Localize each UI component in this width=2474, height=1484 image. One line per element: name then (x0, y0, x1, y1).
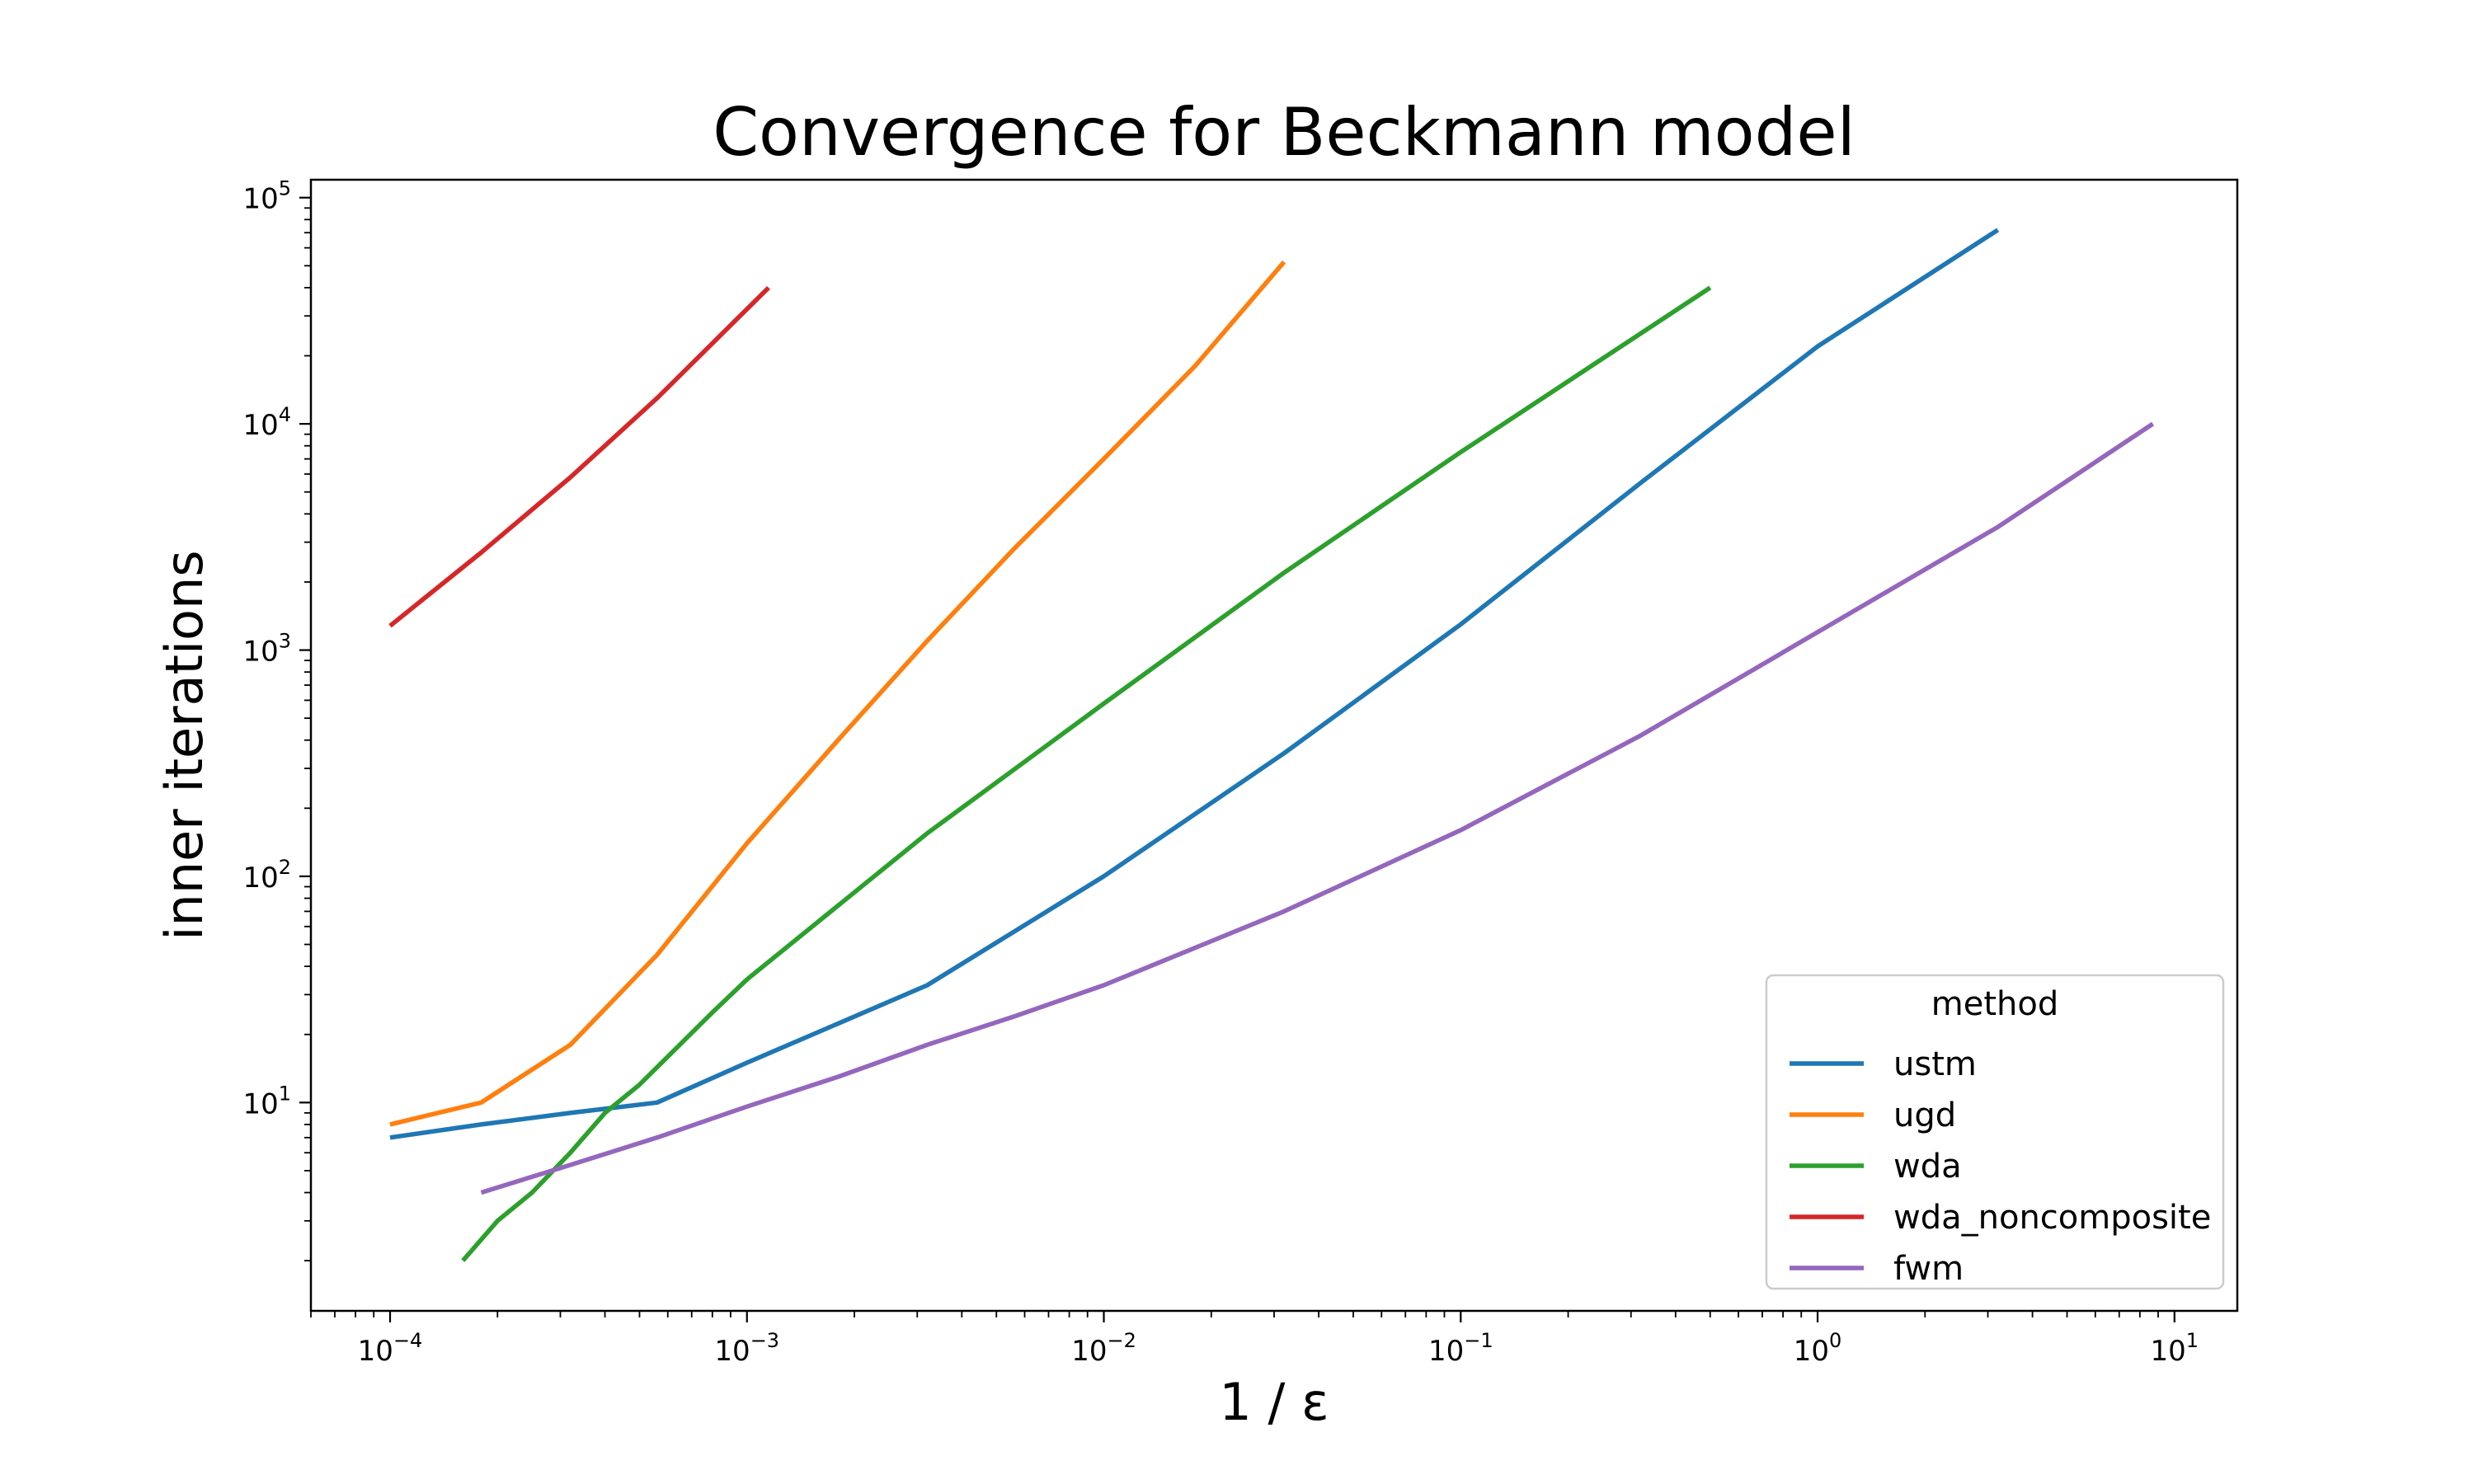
legend-label-wda: wda (1893, 1148, 1962, 1186)
legend-label-fwm: fwm (1893, 1250, 1964, 1288)
chart-title: Convergence for Beckmann model (713, 94, 1856, 171)
y-axis-label: inner iterations (154, 550, 214, 940)
series-line-wda (461, 285, 1712, 1262)
legend-box (1765, 974, 2225, 1290)
series-line-ustm (389, 228, 2000, 1140)
series-line-fwm (480, 421, 2155, 1195)
series-line-wda_noncomposite (388, 285, 770, 628)
legend-label-ugd: ugd (1893, 1097, 1956, 1134)
legend-label-ustm: ustm (1893, 1045, 1977, 1083)
x-axis-label: 1 / ε (1219, 1372, 1329, 1432)
series-layer (388, 228, 2155, 1262)
series-line-ugd (389, 260, 1286, 1127)
legend-title: method (1931, 985, 2058, 1023)
legend-label-wda_noncomposite: wda_noncomposite (1893, 1199, 2211, 1237)
